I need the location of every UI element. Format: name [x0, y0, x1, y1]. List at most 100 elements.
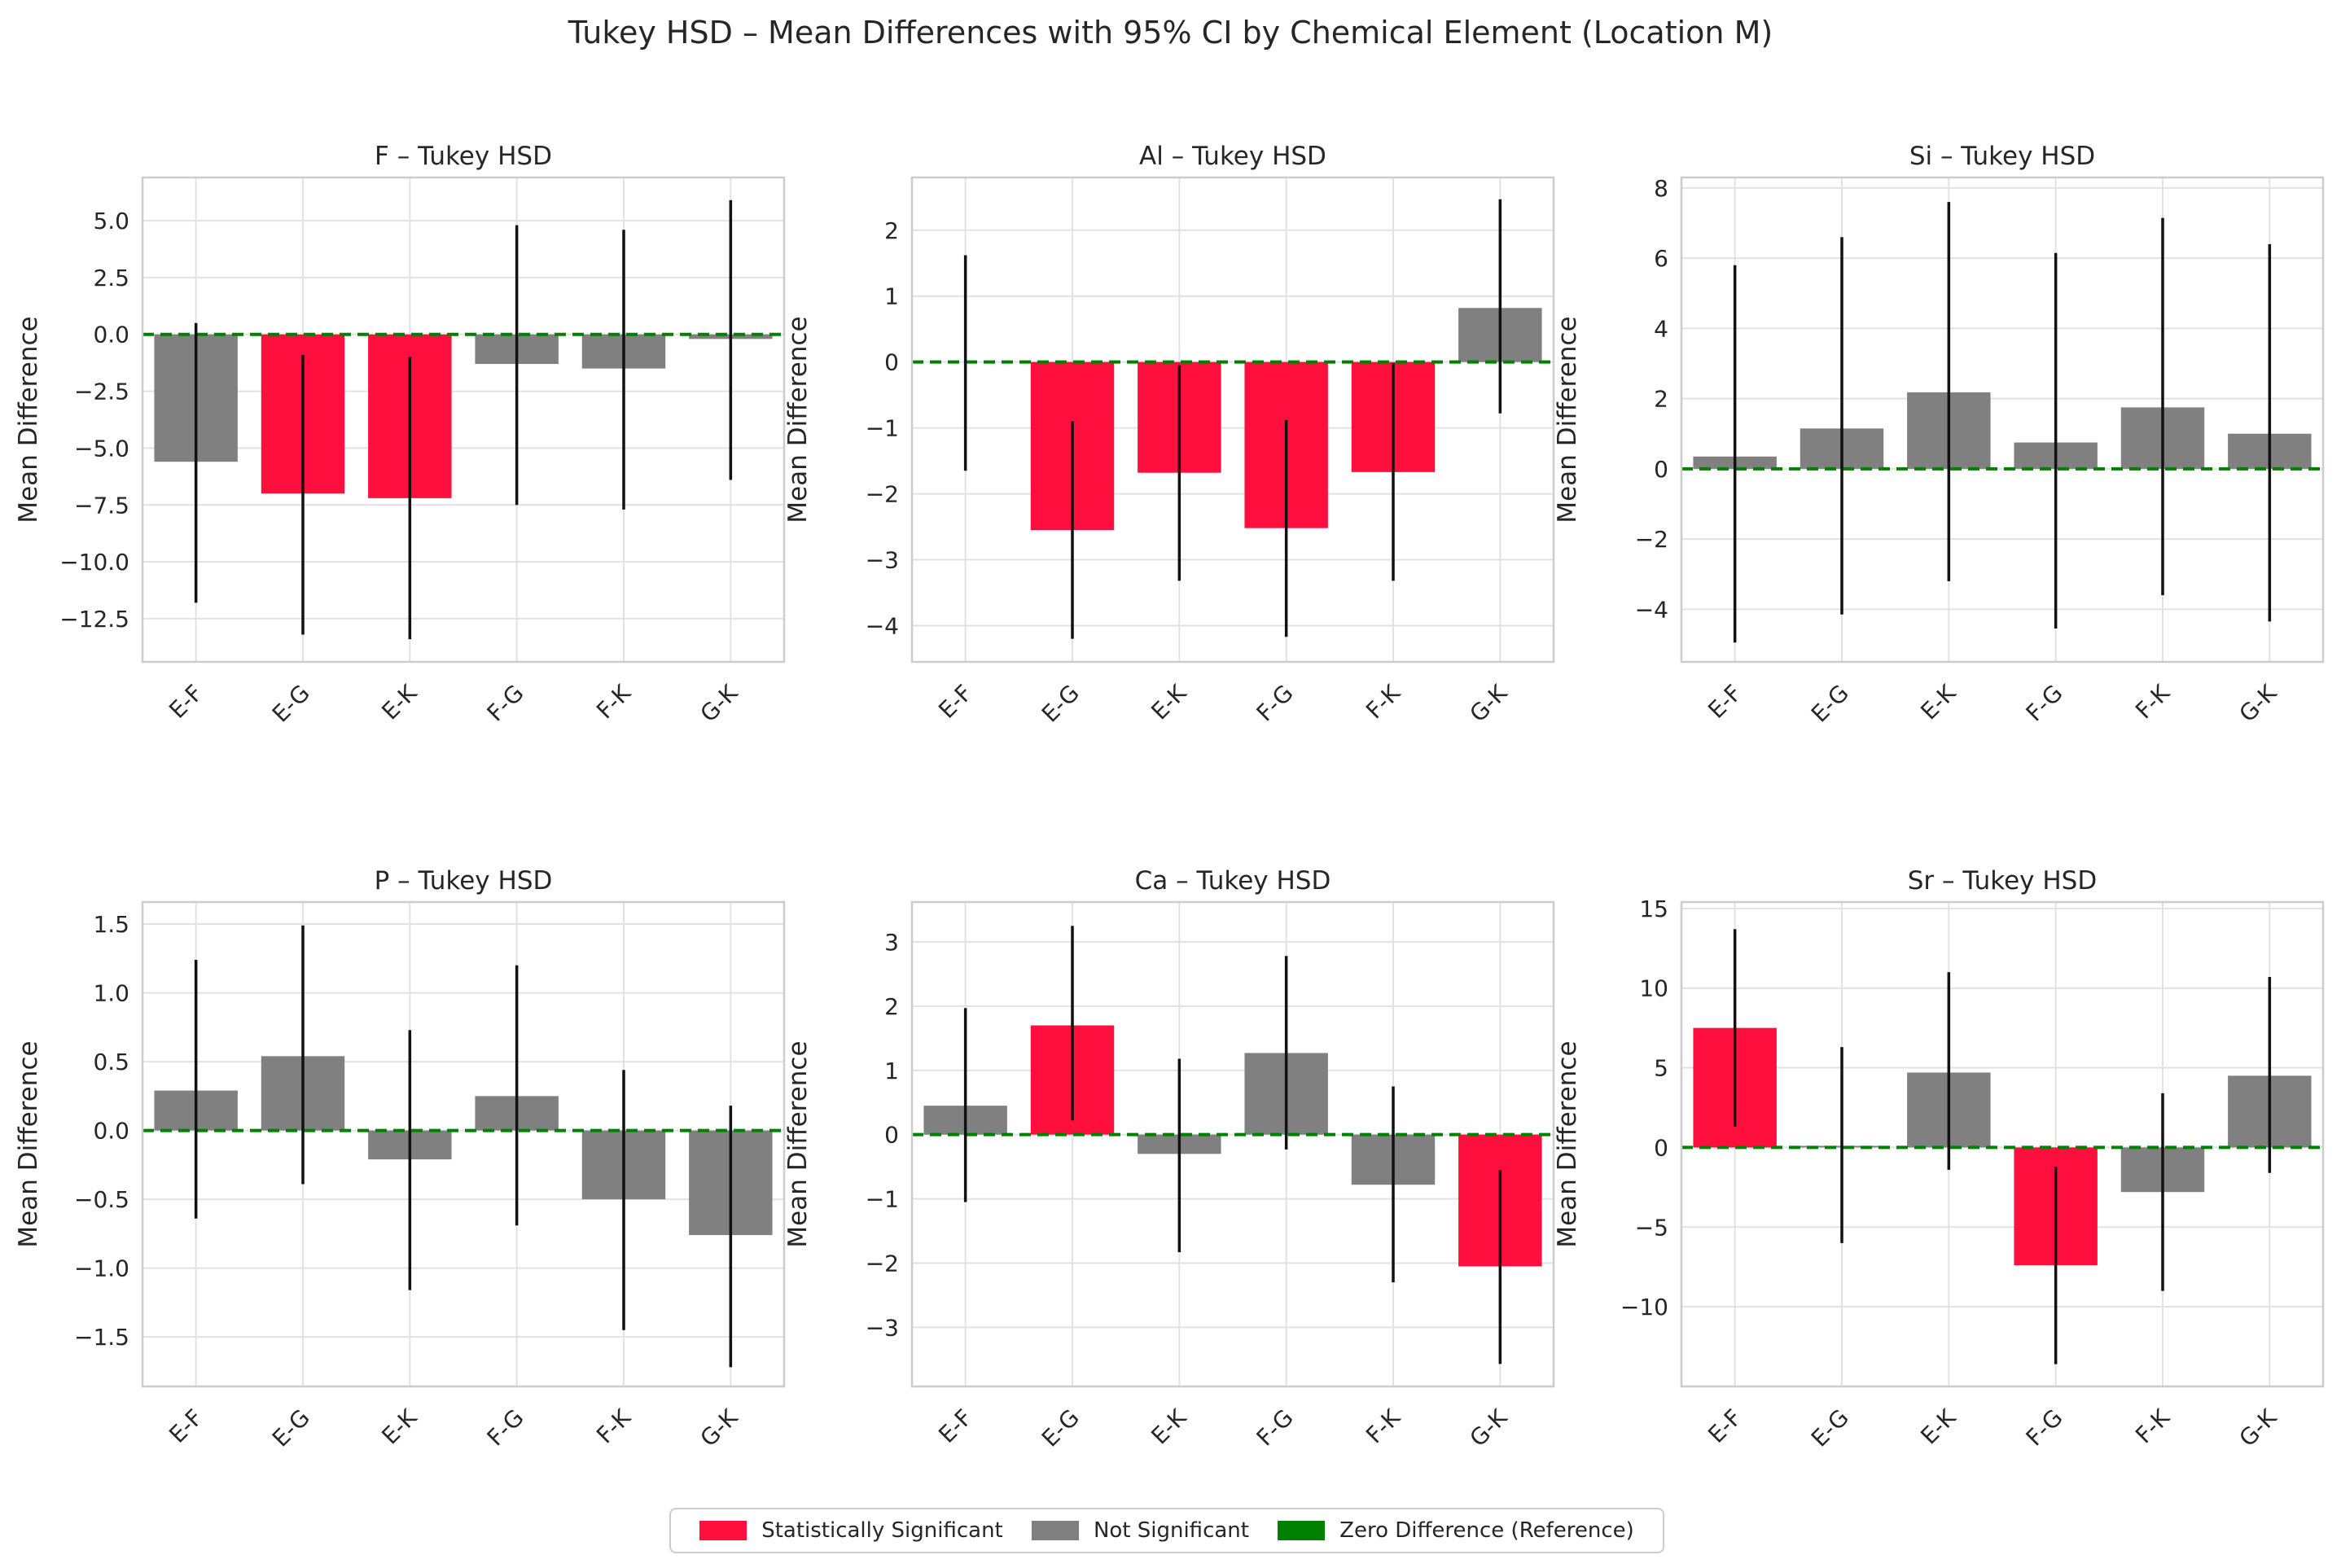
plot-area: [1681, 902, 2323, 1386]
y-tick-label: 2.5: [93, 265, 129, 291]
chart-title: F – Tukey HSD: [375, 142, 552, 171]
x-tick-label: F-G: [2021, 1404, 2068, 1452]
y-tick-label: −3: [866, 547, 899, 574]
x-tick-label: E-F: [164, 1404, 208, 1448]
plot-area: [1681, 177, 2323, 662]
plot-area: [142, 902, 784, 1386]
legend-label-not-significant: Not Significant: [1093, 1518, 1249, 1543]
x-tick-label: E-K: [1146, 1404, 1191, 1449]
axes-frame: [1680, 900, 2325, 1388]
chart-panel-3: 8 6 4 2 0 −2 −4 E-F E-G E-K F-G F-K G-K Si – Tukey HS…: [1553, 142, 2325, 728]
chart-panel-6: 15 10 5 0 −5 −10 E-F E-G E-K F-G F-K G-K Sr – Tukey …: [1553, 866, 2325, 1452]
x-tick-label: G-K: [1464, 679, 1512, 727]
chart-title: P – Tukey HSD: [375, 866, 553, 896]
y-tick-label: −5: [1635, 1214, 1668, 1241]
legend-label-zero-difference: Zero Difference (Reference): [1339, 1518, 1634, 1543]
y-tick-label: 3: [884, 929, 899, 956]
y-tick-label: 2: [1654, 386, 1668, 413]
y-tick-label: −4: [866, 612, 899, 639]
y-tick-label: 4: [1654, 315, 1668, 342]
y-tick-label: 15: [1639, 896, 1668, 922]
axes-frame: [1680, 176, 2325, 664]
x-tick-label: E-K: [1915, 1404, 1961, 1449]
x-tick-label: E-G: [267, 680, 315, 728]
chart-title: Si – Tukey HSD: [1909, 142, 2095, 171]
chart-title: Al – Tukey HSD: [1139, 142, 1326, 171]
y-tick-label: −2: [866, 481, 899, 508]
x-tick-label: F-K: [2130, 1404, 2175, 1448]
x-tick-label: E-K: [376, 679, 422, 725]
axes-frame: [910, 900, 1555, 1388]
chart-title: Sr – Tukey HSD: [1908, 866, 2098, 896]
x-tick-label: E-G: [1037, 680, 1085, 728]
chart-panel-2: 2 1 0 −1 −2 −3 −4 E-F E-G E-K F-G F-K G-K Al – Tukey …: [783, 142, 1555, 728]
chart-panel-1: 5.0 2.5 0.0 −2.5 −5.0 −7.5 −10.0 −12.5 E-F E-G E-K…: [14, 142, 786, 728]
figure-title: Tukey HSD – Mean Differences with 95% CI…: [568, 15, 1773, 50]
y-axis-label: Mean Difference: [783, 1040, 813, 1247]
x-tick-label: F-G: [2021, 680, 2068, 727]
y-tick-label: −4: [1635, 596, 1668, 623]
y-tick-label: −2: [866, 1250, 899, 1277]
y-tick-label: 10: [1639, 975, 1668, 1002]
y-tick-label: 5: [1654, 1055, 1668, 1082]
y-tick-label: 0.0: [93, 322, 129, 348]
x-tick-label: F-K: [591, 1404, 636, 1448]
y-tick-label: 0: [884, 349, 899, 376]
y-axis-label: Mean Difference: [783, 316, 813, 523]
x-tick-label: G-K: [2234, 679, 2282, 727]
y-tick-label: −2.5: [74, 379, 129, 405]
x-tick-label: F-K: [2130, 679, 2175, 724]
y-tick-label: −7.5: [74, 492, 129, 519]
x-tick-label: G-K: [695, 679, 743, 727]
x-tick-label: E-G: [267, 1404, 315, 1452]
x-tick-label: E-F: [933, 1404, 977, 1448]
y-tick-label: 0: [1654, 1134, 1668, 1161]
x-tick-label: E-K: [1146, 679, 1191, 725]
y-tick-label: 0: [1654, 456, 1668, 483]
plot-area: [142, 177, 784, 662]
x-tick-label: E-F: [933, 680, 977, 724]
y-tick-label: 1.5: [93, 911, 129, 938]
x-tick-label: E-K: [1915, 679, 1961, 725]
y-axis-label: Mean Difference: [1553, 1040, 1582, 1247]
axes-frame: [910, 176, 1555, 664]
y-tick-label: 0.5: [93, 1049, 129, 1075]
x-tick-label: E-K: [376, 1404, 422, 1449]
x-tick-label: F-K: [1361, 1404, 1405, 1448]
plot-area: [912, 177, 1554, 662]
y-axis-label: Mean Difference: [1553, 316, 1582, 523]
legend-item-zero-difference: Zero Difference (Reference): [1278, 1518, 1634, 1543]
y-tick-label: −1: [866, 415, 899, 442]
legend: Statistically Significant Not Significan…: [669, 1508, 1664, 1553]
x-tick-label: E-F: [1703, 680, 1747, 724]
y-tick-label: 1: [884, 1058, 899, 1084]
y-tick-label: −12.5: [59, 606, 129, 633]
y-tick-label: −3: [866, 1314, 899, 1341]
y-tick-label: 5.0: [93, 208, 129, 234]
legend-swatch-zero-difference: [1278, 1521, 1326, 1540]
y-tick-label: −2: [1635, 526, 1668, 553]
x-tick-label: E-F: [164, 680, 208, 724]
y-tick-label: 2: [884, 993, 899, 1020]
y-tick-label: 8: [1654, 175, 1668, 202]
x-tick-label: G-K: [2234, 1404, 2282, 1452]
y-tick-label: −0.5: [74, 1186, 129, 1213]
x-tick-label: E-G: [1037, 1404, 1085, 1452]
x-tick-label: F-G: [482, 680, 529, 727]
legend-item-not-significant: Not Significant: [1031, 1518, 1249, 1543]
chart-panel-5: 3 2 1 0 −1 −2 −3 E-F E-G E-K F-G F-K G-K Ca – Tukey H…: [783, 866, 1555, 1452]
axes-frame: [141, 176, 786, 664]
y-tick-label: 0: [884, 1122, 899, 1149]
legend-item-significant: Statistically Significant: [699, 1518, 1003, 1543]
x-tick-label: F-G: [482, 1404, 529, 1452]
legend-label-significant: Statistically Significant: [761, 1518, 1003, 1543]
y-tick-label: 6: [1654, 245, 1668, 272]
y-tick-label: −10.0: [59, 549, 129, 576]
y-tick-label: 1.0: [93, 980, 129, 1007]
axes-frame: [141, 900, 786, 1388]
y-tick-label: 2: [884, 217, 899, 244]
x-tick-label: F-G: [1252, 680, 1299, 727]
y-axis-label: Mean Difference: [14, 316, 43, 523]
x-tick-label: E-G: [1806, 1404, 1854, 1452]
